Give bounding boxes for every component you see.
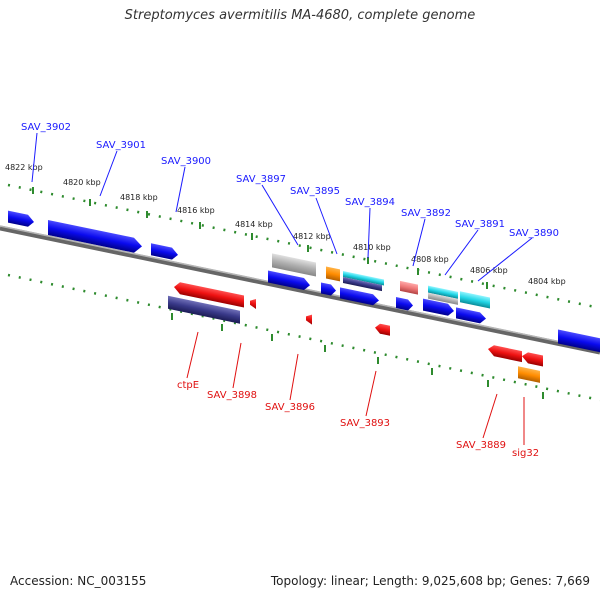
gene-box-navy[interactable] [168, 295, 240, 324]
reverse-gene-glyphs [168, 281, 543, 383]
scale-label: 4814 kbp [235, 220, 273, 229]
gene-arrow-forward[interactable] [321, 282, 336, 296]
gene-box-sig32[interactable] [518, 366, 540, 383]
genome-title: Streptomyces avermitilis MA-4680, comple… [124, 8, 476, 23]
gene-box-sav3895[interactable] [326, 266, 340, 282]
gene-label-sav3891[interactable]: SAV_3891 [455, 219, 505, 230]
gene-label-sav3901[interactable]: SAV_3901 [96, 140, 146, 151]
scale-label: 4804 kbp [528, 277, 566, 286]
gene-label-sav3898[interactable]: SAV_3898 [207, 390, 257, 401]
scale-label: 4816 kbp [177, 206, 215, 215]
lower-scale-track [7, 273, 600, 402]
gene-label-ctpe[interactable]: ctpE [177, 380, 199, 391]
gene-arrow-sav3900[interactable] [151, 243, 178, 261]
gene-box-sav3891[interactable] [428, 285, 458, 299]
gene-label-sav3889[interactable]: SAV_3889 [456, 440, 506, 451]
scale-label: 4810 kbp [353, 243, 391, 252]
scale-label: 4808 kbp [411, 255, 449, 264]
upper-major-ticks [32, 187, 488, 289]
gene-label-sav3897[interactable]: SAV_3897 [236, 174, 286, 185]
gene-arrow-forward[interactable] [340, 287, 379, 306]
gene-box-sav3892[interactable] [400, 280, 418, 295]
scale-labels: 4822 kbp 4820 kbp 4818 kbp 4816 kbp 4814… [5, 163, 566, 286]
gene-box-sav3890[interactable] [460, 291, 490, 309]
scale-label: 4820 kbp [63, 178, 101, 187]
reverse-gene-labels: ctpE SAV_3898 SAV_3896 SAV_3893 SAV_3889… [177, 380, 539, 459]
gene-label-sav3890[interactable]: SAV_3890 [509, 228, 559, 239]
gene-arrow-sav3896[interactable] [306, 313, 312, 325]
gene-label-sav3892[interactable]: SAV_3892 [401, 208, 451, 219]
gene-label-sav3900[interactable]: SAV_3900 [161, 156, 211, 167]
gene-arrow-sav3902[interactable] [8, 210, 34, 228]
gene-box-sav3891-gray[interactable] [428, 292, 458, 305]
gene-label-sav3894[interactable]: SAV_3894 [345, 197, 395, 208]
gene-arrow-forward[interactable] [268, 270, 310, 292]
gene-label-sav3902[interactable]: SAV_3902 [21, 122, 71, 133]
forward-gene-labels: SAV_3902 SAV_3901 SAV_3900 SAV_3897 SAV_… [21, 122, 559, 239]
gene-box-sav3897[interactable] [272, 253, 316, 277]
gene-arrow-sav3893[interactable] [375, 323, 390, 336]
gene-label-sig32[interactable]: sig32 [512, 448, 539, 459]
reverse-leader-lines [186, 331, 525, 445]
scale-label: 4822 kbp [5, 163, 43, 172]
gene-box-sav3894[interactable] [343, 271, 384, 286]
scale-label: 4806 kbp [470, 266, 508, 275]
genome-backbone [0, 225, 600, 355]
upper-scale-track [7, 183, 600, 310]
gene-arrow-forward[interactable] [558, 329, 600, 353]
accession-text: Accession: NC_003155 [10, 574, 147, 588]
forward-gene-glyphs [8, 210, 600, 353]
lower-major-ticks [171, 313, 544, 399]
gene-arrow-forward[interactable] [396, 297, 413, 312]
scale-label: 4818 kbp [120, 193, 158, 202]
forward-leader-lines [31, 132, 533, 282]
gene-label-sav3893[interactable]: SAV_3893 [340, 418, 390, 429]
gene-label-sav3895[interactable]: SAV_3895 [290, 186, 340, 197]
gene-box-sav3894-lower[interactable] [343, 277, 382, 292]
gene-arrow-forward[interactable] [456, 307, 486, 324]
gene-arrow-forward[interactable] [423, 298, 454, 317]
topology-text: Topology: linear; Length: 9,025,608 bp; … [270, 574, 590, 588]
gene-arrow-sav3901[interactable] [48, 219, 142, 254]
gene-arrow-sav3889[interactable] [488, 344, 522, 363]
gene-arrow-sav3898[interactable] [250, 298, 256, 310]
gene-label-sav3896[interactable]: SAV_3896 [265, 402, 315, 413]
scale-label: 4812 kbp [293, 232, 331, 241]
gene-arrow-reverse[interactable] [522, 351, 543, 367]
gene-arrow-ctpe[interactable] [174, 281, 244, 308]
